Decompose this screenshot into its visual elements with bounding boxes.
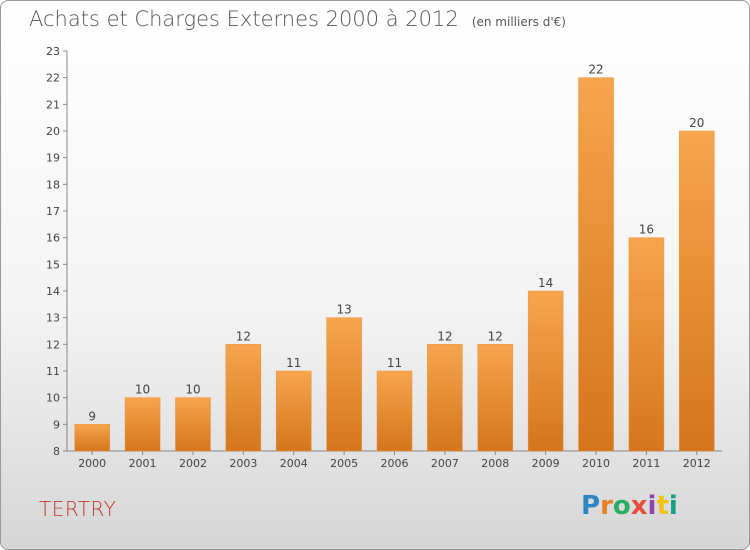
proxiti-logo[interactable]: Proxiti xyxy=(581,491,678,521)
axes: 8 9 10 11 12 13 14 15 16 17 18 19 20 21 22 23 2000 2001 20… xyxy=(46,45,722,470)
commune-name: TERTRY xyxy=(39,497,117,521)
bar-value-label: 12 xyxy=(488,329,503,343)
y-tick-label: 8 xyxy=(53,445,60,458)
bar xyxy=(74,424,110,452)
x-tick-label: 2004 xyxy=(280,457,308,470)
logo-letter: i xyxy=(668,491,678,521)
bar-value-label: 13 xyxy=(336,303,351,317)
bar-value-label: 12 xyxy=(437,329,452,343)
x-tick-label: 2006 xyxy=(381,457,409,470)
bar-value-label: 12 xyxy=(236,329,251,343)
logo-letter: x xyxy=(630,491,648,521)
y-tick-label: 20 xyxy=(46,125,60,138)
y-tick-label: 12 xyxy=(46,338,60,351)
y-tick-label: 21 xyxy=(46,98,60,111)
x-tick-label: 2011 xyxy=(632,457,660,470)
x-tick-label: 2007 xyxy=(431,457,459,470)
y-tick-label: 15 xyxy=(46,258,60,271)
x-tick-label: 2001 xyxy=(129,457,157,470)
logo-letter: P xyxy=(581,491,601,521)
bar xyxy=(578,77,614,452)
y-tick-label: 9 xyxy=(53,418,60,431)
y-tick-label: 16 xyxy=(46,232,60,245)
bar-value-label: 11 xyxy=(286,356,301,370)
data-labels: 9 10 10 12 11 13 11 12 12 14 22 16 20 xyxy=(88,63,704,424)
x-tick-label: 2003 xyxy=(229,457,257,470)
logo-letter: o xyxy=(612,491,631,521)
bar xyxy=(275,370,312,452)
title-row: Achats et Charges Externes 2000 à 2012 (… xyxy=(29,7,566,31)
bar-value-label: 10 xyxy=(135,383,150,397)
y-tick-label: 10 xyxy=(46,392,60,405)
logo-letter: i xyxy=(647,491,657,521)
x-tick-label: 2005 xyxy=(330,457,358,470)
bar-value-label: 10 xyxy=(185,383,200,397)
x-tick-label: 2012 xyxy=(683,457,711,470)
bar-value-label: 9 xyxy=(88,409,96,423)
x-tick-label: 2010 xyxy=(582,457,610,470)
bar xyxy=(527,290,564,452)
x-tick-label: 2009 xyxy=(532,457,560,470)
bar xyxy=(175,397,211,452)
bar-value-label: 16 xyxy=(639,223,654,237)
bars xyxy=(74,77,715,452)
bar-value-label: 22 xyxy=(588,63,603,77)
y-tick-label: 11 xyxy=(46,365,60,378)
bar-value-label: 14 xyxy=(538,276,553,290)
bar xyxy=(679,130,715,452)
y-tick-label: 13 xyxy=(46,312,60,325)
bar xyxy=(477,344,514,452)
y-tick-label: 17 xyxy=(46,205,60,218)
y-tick-label: 23 xyxy=(46,45,60,58)
bar xyxy=(628,237,665,452)
chart-subtitle: (en milliers d'€) xyxy=(471,15,566,29)
x-tick-label: 2008 xyxy=(481,457,509,470)
logo-letter: r xyxy=(600,491,613,521)
bar-value-label: 11 xyxy=(387,356,402,370)
bar xyxy=(326,317,362,452)
bar xyxy=(225,344,262,452)
bar xyxy=(124,397,161,452)
chart-title: Achats et Charges Externes 2000 à 2012 xyxy=(29,7,459,31)
logo-letter: t xyxy=(656,491,669,521)
x-tick-label: 2002 xyxy=(179,457,207,470)
y-tick-label: 19 xyxy=(46,152,60,165)
bar-value-label: 20 xyxy=(689,116,704,130)
y-tick-label: 22 xyxy=(46,72,60,85)
bar xyxy=(376,370,413,452)
bar xyxy=(427,344,463,452)
x-tick-label: 2000 xyxy=(78,457,106,470)
y-tick-label: 18 xyxy=(46,178,60,191)
y-tick-label: 14 xyxy=(46,285,60,298)
